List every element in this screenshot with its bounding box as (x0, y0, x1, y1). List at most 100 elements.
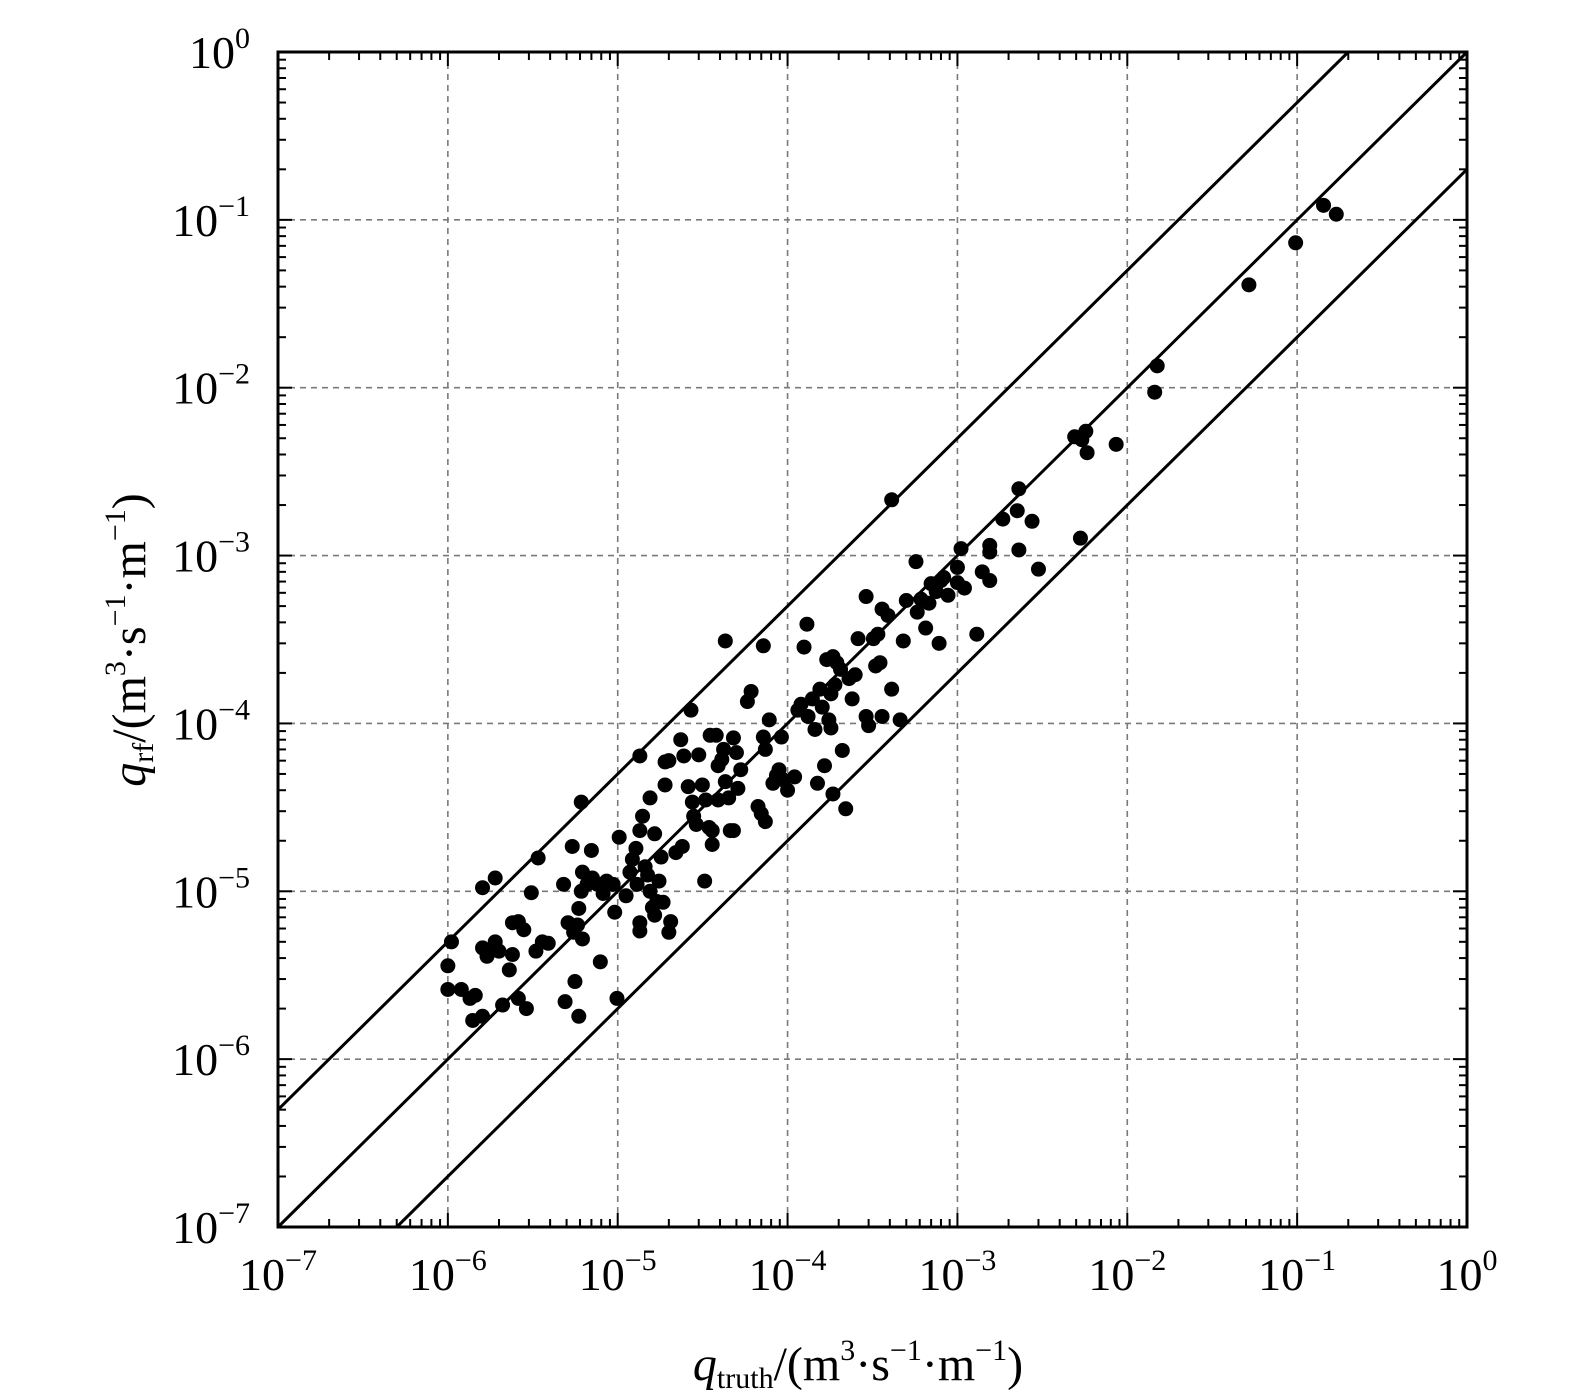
data-point (809, 775, 825, 791)
data-point (844, 691, 860, 707)
data-point (817, 758, 833, 774)
data-point (807, 722, 823, 738)
data-point (518, 1001, 534, 1017)
data-point (504, 947, 520, 963)
data-point (607, 904, 623, 920)
data-point (1009, 503, 1025, 519)
data-point (953, 541, 969, 557)
data-point (799, 616, 815, 632)
data-point (704, 836, 720, 852)
data-point (898, 592, 914, 608)
data-point (443, 934, 459, 950)
data-point (573, 794, 589, 810)
data-point (838, 801, 854, 817)
data-point (467, 987, 483, 1003)
data-point (653, 849, 669, 865)
data-point (850, 631, 866, 647)
data-point (725, 730, 741, 746)
data-point (618, 888, 634, 904)
data-point (1011, 542, 1027, 558)
data-point (632, 923, 648, 939)
data-point (982, 573, 998, 589)
data-point (880, 607, 896, 623)
data-point (661, 753, 677, 769)
data-point (969, 626, 985, 642)
data-points (440, 197, 1344, 1028)
data-point (728, 745, 744, 761)
x-axis-label: qtruth/(m3·s−1·m−1) (693, 1334, 1023, 1395)
data-point (632, 748, 648, 764)
data-point (895, 633, 911, 649)
data-point (823, 720, 839, 736)
data-point (567, 974, 583, 990)
data-point (683, 702, 699, 718)
x-tick-label: 10−2 (1088, 1244, 1166, 1300)
data-point (605, 876, 621, 892)
y-tick-label: 10−7 (172, 1197, 250, 1253)
data-point (1147, 384, 1163, 400)
data-point (730, 780, 746, 796)
data-point (892, 712, 908, 728)
data-point (647, 826, 663, 842)
data-point (673, 732, 689, 748)
data-point (574, 931, 590, 947)
data-point (564, 838, 580, 854)
data-point (501, 962, 517, 978)
data-point (475, 880, 491, 896)
data-point (755, 638, 771, 654)
data-point (1316, 197, 1332, 213)
x-tick-label: 10−3 (918, 1244, 996, 1300)
data-point (1241, 277, 1257, 293)
data-point (796, 639, 812, 655)
data-point (1079, 445, 1095, 461)
data-point (571, 900, 587, 916)
data-point (847, 667, 863, 683)
data-point (872, 655, 888, 671)
data-point (743, 683, 759, 699)
data-point (642, 790, 658, 806)
data-point (609, 990, 625, 1006)
y-tick-label: 10−2 (172, 358, 250, 414)
data-point (516, 922, 532, 938)
data-point (680, 779, 696, 795)
data-point (1030, 561, 1046, 577)
y-tick-label: 10−5 (172, 861, 250, 917)
data-point (691, 747, 707, 763)
data-point (540, 935, 556, 951)
data-point (475, 1008, 491, 1024)
x-tick-label: 10−1 (1258, 1244, 1336, 1300)
data-point (556, 876, 572, 892)
data-point (936, 570, 952, 586)
data-point (663, 914, 679, 930)
data-point (800, 708, 816, 724)
data-point (1149, 358, 1165, 374)
data-point (725, 823, 741, 839)
data-point (814, 699, 830, 715)
data-point (491, 943, 507, 959)
y-tick-label: 10−3 (172, 526, 250, 582)
data-point (647, 907, 663, 923)
data-point (773, 729, 789, 745)
y-tick-labels: 10−7 10−6 10−5 10−4 10−3 10−2 10−1 100 (172, 22, 250, 1253)
data-point (592, 954, 608, 970)
data-point (1011, 481, 1027, 497)
data-point (510, 990, 526, 1006)
data-point (858, 589, 874, 605)
data-point (495, 997, 511, 1013)
data-point (1024, 513, 1040, 529)
y-tick-label: 10−1 (172, 190, 250, 246)
data-point (861, 718, 877, 734)
data-point (635, 808, 651, 824)
data-point (487, 870, 503, 886)
data-point (834, 742, 850, 758)
data-point (704, 823, 720, 839)
data-point (780, 782, 796, 798)
data-point (874, 708, 890, 724)
data-point (632, 823, 648, 839)
data-point (622, 864, 638, 880)
data-point (523, 885, 539, 901)
data-point (697, 873, 713, 889)
x-tick-label: 10−4 (749, 1244, 827, 1300)
reference-line (276, 50, 1350, 1111)
